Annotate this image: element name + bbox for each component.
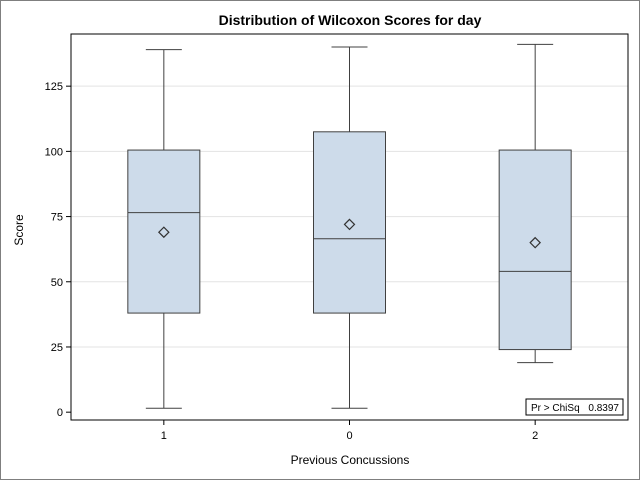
pvalue-label: Pr > ChiSq: [531, 403, 580, 414]
box-series: [127, 43, 572, 409]
y-axis-label: Score: [12, 214, 26, 246]
mean-marker: [343, 218, 356, 231]
box-iqr: [127, 149, 201, 314]
box-0: [313, 46, 386, 409]
y-tick-label: 0: [57, 407, 63, 419]
y-tick-label: 75: [51, 212, 63, 224]
mean-marker: [529, 236, 542, 249]
y-tick-label: 125: [45, 81, 63, 93]
box-iqr: [498, 149, 572, 351]
x-tick-label: 2: [532, 430, 538, 442]
pvalue-value: 0.8397: [588, 403, 619, 414]
axes: 0 25 50 75 100 125 1 0 2: [45, 81, 539, 442]
box-iqr: [313, 131, 386, 314]
pvalue-inset-box: [525, 398, 624, 416]
pvalue-inset: Pr > ChiSq 0.8397: [525, 398, 624, 416]
box-2: [498, 43, 572, 364]
x-tick-label: 0: [346, 430, 352, 442]
x-tick-label: 1: [161, 430, 167, 442]
x-axis-label: Previous Concussions: [291, 453, 410, 467]
box-1: [127, 49, 201, 409]
y-tick-label: 50: [51, 277, 63, 289]
chart-title: Distribution of Wilcoxon Scores for day: [219, 12, 482, 28]
mean-marker: [157, 226, 170, 239]
y-tick-label: 25: [51, 342, 63, 354]
y-tick-label: 100: [45, 146, 63, 158]
